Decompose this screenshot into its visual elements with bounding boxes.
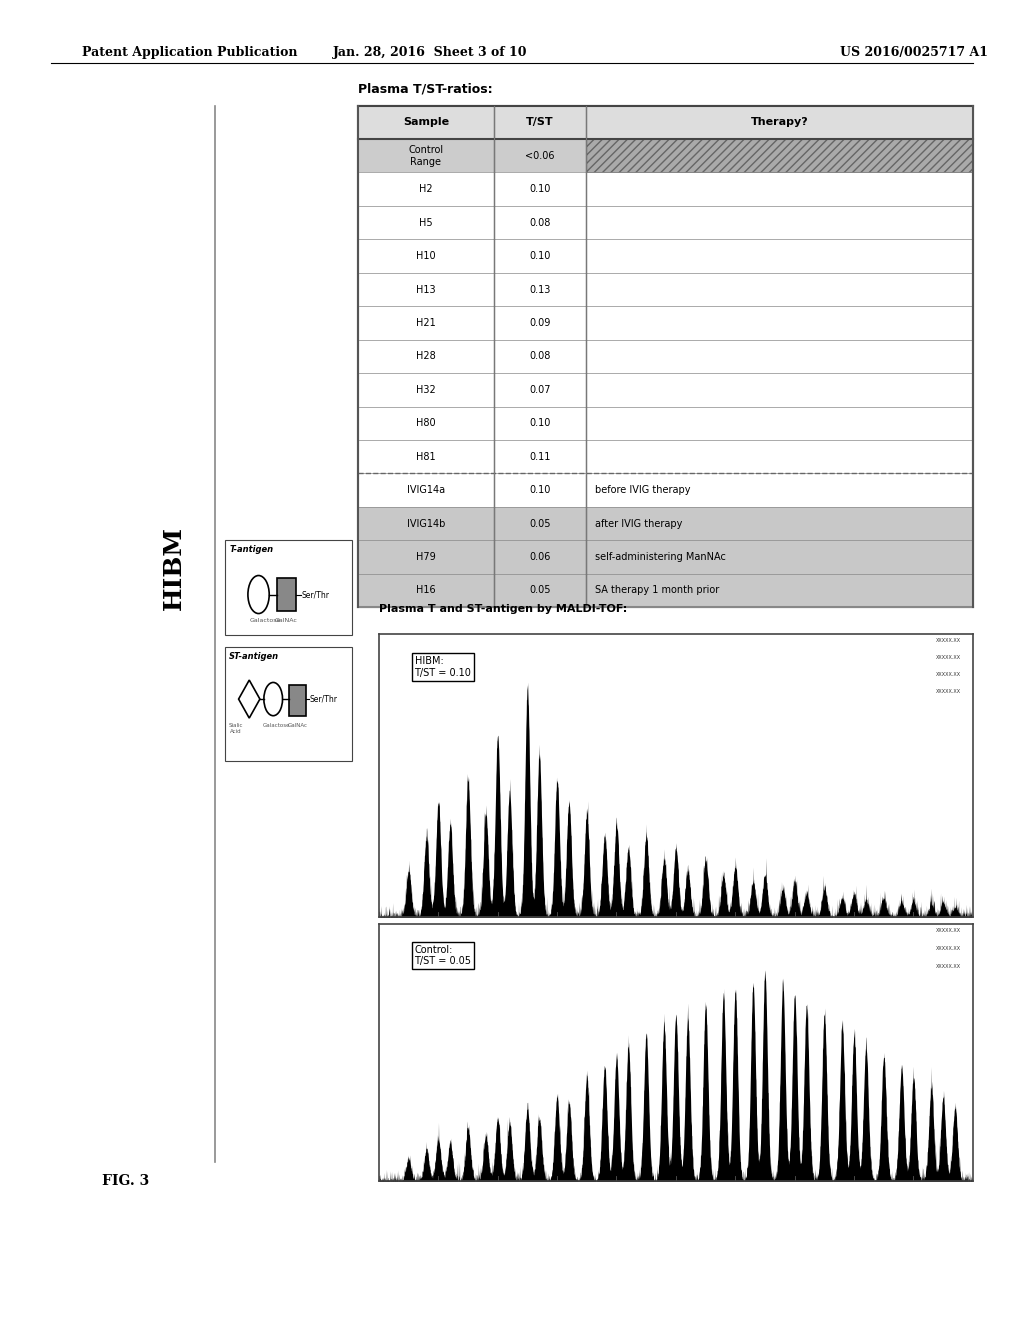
Text: Plasma T and ST-antigen by MALDI-TOF:: Plasma T and ST-antigen by MALDI-TOF:: [379, 603, 627, 614]
Bar: [586, 139, 973, 173]
Text: Galactose: Galactose: [249, 618, 281, 623]
Text: H81: H81: [416, 451, 436, 462]
Text: Sialic
Acid: Sialic Acid: [228, 723, 243, 734]
Circle shape: [264, 682, 283, 715]
Text: Sample: Sample: [402, 117, 450, 127]
Text: H5: H5: [419, 218, 433, 227]
Text: Ser/Thr: Ser/Thr: [301, 590, 329, 599]
Text: 0.11: 0.11: [529, 451, 550, 462]
Text: H2: H2: [419, 185, 433, 194]
Text: FIG. 3: FIG. 3: [102, 1173, 150, 1188]
Text: XXXXX.XX: XXXXX.XX: [936, 672, 961, 677]
Text: 0.13: 0.13: [529, 285, 550, 294]
Text: H21: H21: [416, 318, 436, 327]
Text: 0.07: 0.07: [529, 385, 550, 395]
Text: 0.10: 0.10: [529, 418, 550, 428]
Text: IVIG14b: IVIG14b: [407, 519, 445, 528]
Bar: [358, 540, 973, 574]
Text: T-antigen: T-antigen: [229, 545, 273, 553]
Text: 0.05: 0.05: [529, 586, 550, 595]
Text: Plasma T/ST-ratios:: Plasma T/ST-ratios:: [358, 83, 493, 95]
Text: XXXXX.XX: XXXXX.XX: [936, 928, 961, 933]
Text: GalNAc: GalNAc: [274, 618, 297, 623]
Text: XXXXX.XX: XXXXX.XX: [936, 655, 961, 660]
Text: H32: H32: [416, 385, 436, 395]
Text: Control:
T/ST = 0.05: Control: T/ST = 0.05: [415, 945, 471, 966]
Text: H80: H80: [416, 418, 436, 428]
Text: H16: H16: [416, 586, 436, 595]
Circle shape: [248, 576, 269, 614]
Text: Ser/Thr: Ser/Thr: [309, 694, 337, 704]
Text: Galactose: Galactose: [262, 723, 290, 727]
Text: SA therapy 1 month prior: SA therapy 1 month prior: [595, 586, 719, 595]
Text: 0.08: 0.08: [529, 218, 550, 227]
Text: T/ST: T/ST: [526, 117, 553, 127]
Text: XXXXX.XX: XXXXX.XX: [936, 638, 961, 643]
Text: XXXXX.XX: XXXXX.XX: [936, 964, 961, 969]
Text: Patent Application Publication: Patent Application Publication: [82, 46, 297, 59]
Text: 0.08: 0.08: [529, 351, 550, 362]
Text: H13: H13: [416, 285, 436, 294]
Text: Jan. 28, 2016  Sheet 3 of 10: Jan. 28, 2016 Sheet 3 of 10: [333, 46, 527, 59]
Text: IVIG14a: IVIG14a: [407, 486, 445, 495]
Text: US 2016/0025717 A1: US 2016/0025717 A1: [840, 46, 988, 59]
Text: GalNAc: GalNAc: [288, 723, 308, 727]
Text: H79: H79: [416, 552, 436, 562]
Text: after IVIG therapy: after IVIG therapy: [595, 519, 682, 528]
Bar: [358, 106, 973, 139]
Bar: [358, 139, 973, 173]
Text: ST-antigen: ST-antigen: [229, 652, 280, 660]
Text: XXXXX.XX: XXXXX.XX: [936, 689, 961, 694]
Text: 0.06: 0.06: [529, 552, 550, 562]
Bar: [358, 574, 973, 607]
Polygon shape: [239, 680, 260, 718]
Text: XXXXX.XX: XXXXX.XX: [936, 945, 961, 950]
Text: H10: H10: [416, 251, 436, 261]
Text: 0.10: 0.10: [529, 185, 550, 194]
Bar: [225, 540, 352, 635]
Text: HIBM:
T/ST = 0.10: HIBM: T/ST = 0.10: [415, 656, 471, 678]
Text: 0.10: 0.10: [529, 251, 550, 261]
Text: self-administering ManNAc: self-administering ManNAc: [595, 552, 726, 562]
Text: HIBM: HIBM: [162, 525, 186, 610]
Text: before IVIG therapy: before IVIG therapy: [595, 486, 690, 495]
Text: 0.05: 0.05: [529, 519, 550, 528]
Text: 0.10: 0.10: [529, 486, 550, 495]
Bar: [358, 507, 973, 540]
Bar: [225, 647, 352, 760]
Bar: [278, 578, 296, 611]
Text: Control
Range: Control Range: [409, 145, 443, 166]
Text: H28: H28: [416, 351, 436, 362]
Text: <0.06: <0.06: [525, 150, 554, 161]
Text: Therapy?: Therapy?: [751, 117, 808, 127]
Text: 0.09: 0.09: [529, 318, 550, 327]
Bar: [289, 685, 306, 715]
